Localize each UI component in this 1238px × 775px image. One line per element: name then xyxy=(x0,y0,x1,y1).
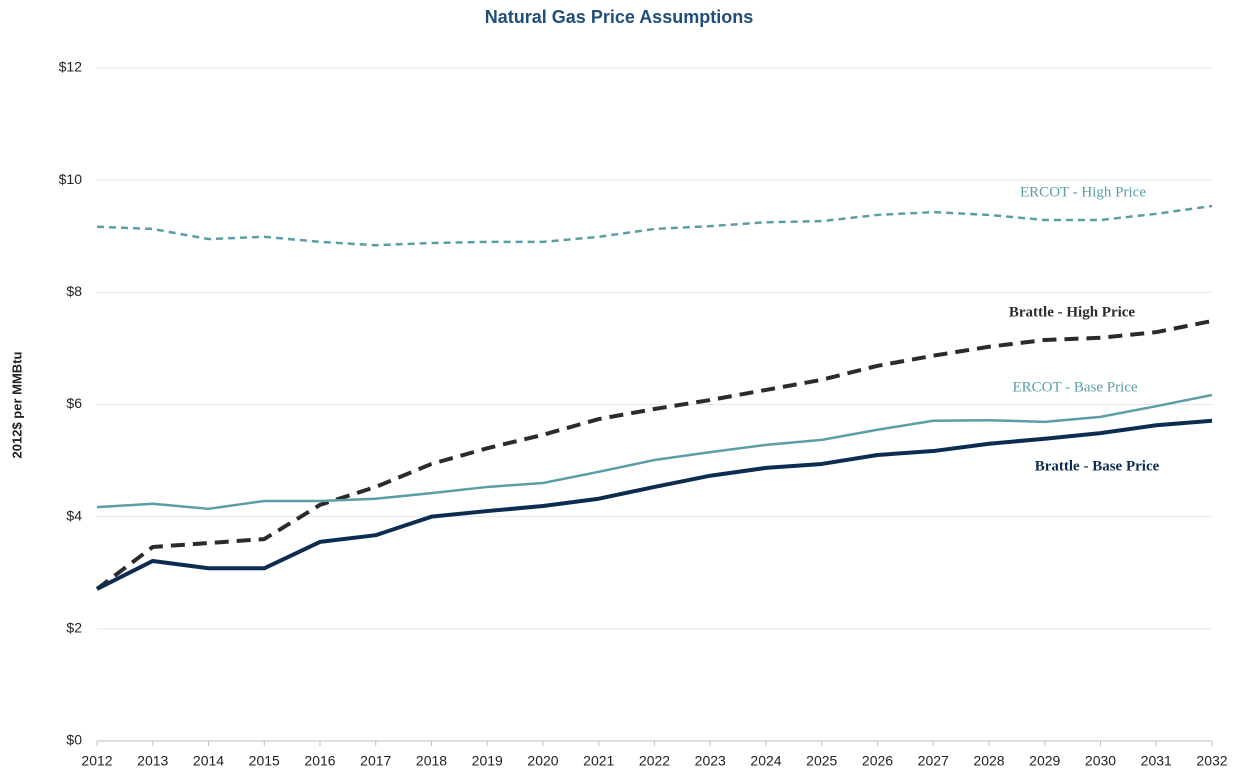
y-tick-label: $6 xyxy=(66,395,82,411)
series-line xyxy=(96,418,1213,591)
x-tick-label: 2024 xyxy=(750,753,781,769)
series-label: ERCOT - High Price xyxy=(1020,184,1146,200)
x-tick-label: 2018 xyxy=(416,753,447,769)
series-line xyxy=(96,204,1213,247)
y-tick-label: $10 xyxy=(59,171,83,187)
x-tick-label: 2028 xyxy=(973,753,1004,769)
x-tick-label: 2019 xyxy=(472,753,503,769)
chart-title: Natural Gas Price Assumptions xyxy=(485,7,753,27)
x-tick-label: 2026 xyxy=(862,753,893,769)
x-tick-label: 2022 xyxy=(639,753,670,769)
series-line xyxy=(95,318,1213,591)
series-label: Brattle - Base Price xyxy=(1035,458,1160,474)
x-tick-label: 2016 xyxy=(304,753,335,769)
x-tick-label: 2015 xyxy=(249,753,280,769)
y-tick-label: $2 xyxy=(66,620,82,636)
x-tick-label: 2025 xyxy=(806,753,837,769)
x-tick-label: 2027 xyxy=(918,753,949,769)
series-label: Brattle - High Price xyxy=(1009,304,1136,320)
x-tick-label: 2032 xyxy=(1196,753,1227,769)
x-tick-label: 2014 xyxy=(193,753,224,769)
x-tick-label: 2017 xyxy=(360,753,391,769)
series-label: ERCOT - Base Price xyxy=(1012,379,1137,395)
y-tick-label: $12 xyxy=(59,59,83,75)
y-tick-label: $4 xyxy=(66,507,82,523)
x-tick-label: 2012 xyxy=(81,753,112,769)
y-tick-label: $0 xyxy=(66,732,82,748)
x-tick-label: 2013 xyxy=(137,753,168,769)
x-tick-label: 2023 xyxy=(695,753,726,769)
y-tick-label: $8 xyxy=(66,283,82,299)
series-line xyxy=(96,393,1213,511)
x-tick-label: 2031 xyxy=(1141,753,1172,769)
x-tick-label: 2029 xyxy=(1029,753,1060,769)
x-tick-label: 2030 xyxy=(1085,753,1116,769)
x-tick-label: 2020 xyxy=(527,753,558,769)
x-tick-label: 2021 xyxy=(583,753,614,769)
y-axis-label: 2012$ per MMBtu xyxy=(9,351,24,458)
